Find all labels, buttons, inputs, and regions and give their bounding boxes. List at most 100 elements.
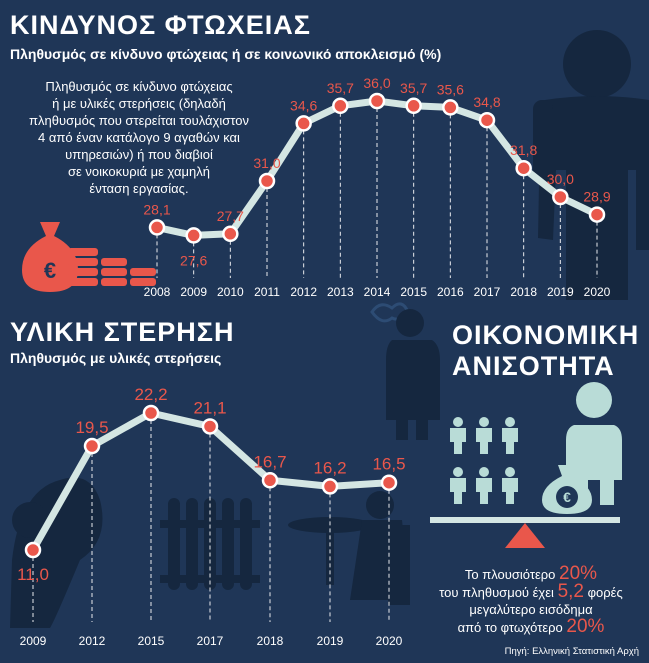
money-bag-icon: €	[542, 465, 592, 514]
stat-line3-text: μεγαλύτερο εισόδημα	[469, 602, 593, 617]
person-head	[479, 417, 489, 427]
poverty-subtitle: Πληθυσμός σε κίνδυνο φτώχειας ή σε κοινω…	[10, 46, 442, 62]
poverty-year-label: 2017	[474, 285, 501, 299]
stat-line2-text-a: του πληθυσμού έχει	[439, 585, 554, 600]
deprivation-data-point	[261, 472, 279, 489]
svg-text:€: €	[44, 258, 56, 283]
description-line: σε νοικοκυριά με χαμηλή	[68, 164, 210, 179]
description-line: ένταση εργασίας.	[89, 181, 189, 196]
poverty-data-label: 35,6	[437, 81, 464, 97]
poverty-data-label: 28,9	[583, 189, 610, 205]
poverty-data-label: 27,7	[217, 208, 244, 224]
poverty-year-label: 2008	[144, 285, 171, 299]
stat-line4-text: από το φτωχότερο	[457, 620, 563, 635]
person-body	[476, 478, 492, 504]
deprivation-year-label: 2009	[20, 634, 47, 648]
poverty-year-label: 2019	[547, 285, 574, 299]
inequality-title-line1: ΟΙΚΟΝΟΜΙΚΗ	[452, 320, 640, 350]
poverty-data-label: 31,0	[253, 155, 280, 171]
poverty-title: ΚΙΝΔΥΝΟΣ ΦΤΩΧΕΙΑΣ	[10, 10, 311, 40]
person-head	[505, 467, 515, 477]
stat-line2-value: 5,2	[557, 581, 584, 602]
poverty-year-label: 2010	[217, 285, 244, 299]
deprivation-subtitle: Πληθυσμός με υλικές στερήσεις	[10, 350, 222, 366]
poverty-data-point	[515, 159, 532, 177]
poverty-data-point	[258, 172, 276, 190]
deprivation-data-point	[321, 478, 339, 495]
stat-line4-value: 20%	[566, 616, 605, 637]
poverty-data-point	[442, 99, 459, 116]
person-body	[450, 478, 466, 504]
poverty-data-point	[368, 92, 386, 110]
description-line: ή με υλικές στερήσεις (δηλαδή	[52, 96, 226, 111]
poverty-data-point	[185, 227, 202, 244]
money-bag-icon: €	[22, 222, 156, 292]
poverty-data-label: 27,6	[180, 252, 207, 268]
poverty-data-label: 34,6	[290, 97, 317, 113]
person-head	[505, 417, 515, 427]
stat-line1-value: 20%	[559, 563, 598, 584]
balance-scale-icon	[430, 517, 620, 548]
inequality-statement: Το πλουσιότερο 20% του πληθυσμού έχει 5,…	[418, 563, 644, 637]
stat-line1-text: Το πλουσιότερο	[464, 567, 556, 582]
deprivation-data-label: 16,7	[253, 452, 286, 471]
deprivation-data-label: 22,2	[134, 385, 167, 404]
poverty-scene-icon	[10, 477, 410, 628]
description-line: πληθυσμός που στερείται τουλάχιστον	[29, 113, 249, 128]
poverty-data-label: 30,0	[547, 171, 574, 187]
poverty-year-label: 2014	[364, 285, 391, 299]
poverty-year-label: 2016	[437, 285, 464, 299]
deprivation-data-label: 16,5	[372, 455, 405, 474]
worried-man-icon	[370, 302, 440, 440]
poverty-data-point	[295, 115, 312, 132]
poverty-description: Πληθυσμός σε κίνδυνο φτώχειας ή με υλικές…	[14, 78, 264, 197]
svg-text:€: €	[563, 489, 571, 505]
deprivation-data-point	[201, 418, 219, 435]
poverty-year-label: 2011	[254, 285, 280, 299]
poverty-year-label: 2009	[180, 285, 207, 299]
deprivation-year-label: 2019	[317, 634, 344, 648]
deprivation-data-point	[24, 541, 42, 559]
poverty-data-label: 31,8	[510, 142, 537, 158]
poverty-data-point	[588, 206, 606, 223]
poverty-data-label: 34,8	[473, 94, 500, 110]
person-head	[453, 467, 463, 477]
person-head	[453, 417, 463, 427]
poverty-data-label: 36,0	[363, 75, 390, 91]
poverty-year-label: 2018	[510, 285, 537, 299]
person-body	[450, 428, 466, 454]
deprivation-title: ΥΛΙΚΗ ΣΤΕΡΗΣΗ	[10, 317, 235, 347]
deprivation-year-label: 2012	[79, 634, 106, 648]
person-head	[479, 467, 489, 477]
deprivation-year-label: 2017	[197, 634, 224, 648]
description-line: υπηρεσιών) ή που διαβιοί	[65, 147, 213, 162]
deprivation-data-point	[380, 474, 398, 491]
poverty-year-label: 2013	[327, 285, 354, 299]
poor-people-icons	[450, 417, 518, 504]
poverty-data-point	[552, 188, 569, 206]
poverty-year-label: 2020	[584, 285, 611, 299]
deprivation-data-label: 19,5	[75, 418, 108, 437]
poverty-data-point	[405, 97, 422, 115]
source-note: Πηγή: Ελληνική Στατιστική Αρχή	[504, 646, 639, 657]
poverty-data-label: 35,7	[327, 80, 354, 96]
description-line: Πληθυσμός σε κίνδυνο φτώχειας	[45, 79, 233, 94]
poverty-year-label: 2012	[290, 285, 317, 299]
person-body	[502, 478, 518, 504]
deprivation-year-label: 2015	[138, 634, 165, 648]
person-body	[502, 428, 518, 454]
poverty-data-point	[148, 219, 166, 236]
deprivation-data-label: 16,2	[313, 458, 346, 477]
deprivation-data-point	[142, 404, 160, 422]
deprivation-data-label: 11,0	[17, 565, 49, 584]
description-line: 4 από έναν κατάλογο 9 αγαθών και	[38, 130, 240, 145]
person-body	[476, 428, 492, 454]
deprivation-data-point	[83, 437, 101, 455]
poverty-data-label: 35,7	[400, 80, 427, 96]
poverty-data-label: 28,1	[143, 201, 170, 217]
poverty-data-point	[332, 97, 349, 115]
deprivation-year-label: 2020	[376, 634, 403, 648]
